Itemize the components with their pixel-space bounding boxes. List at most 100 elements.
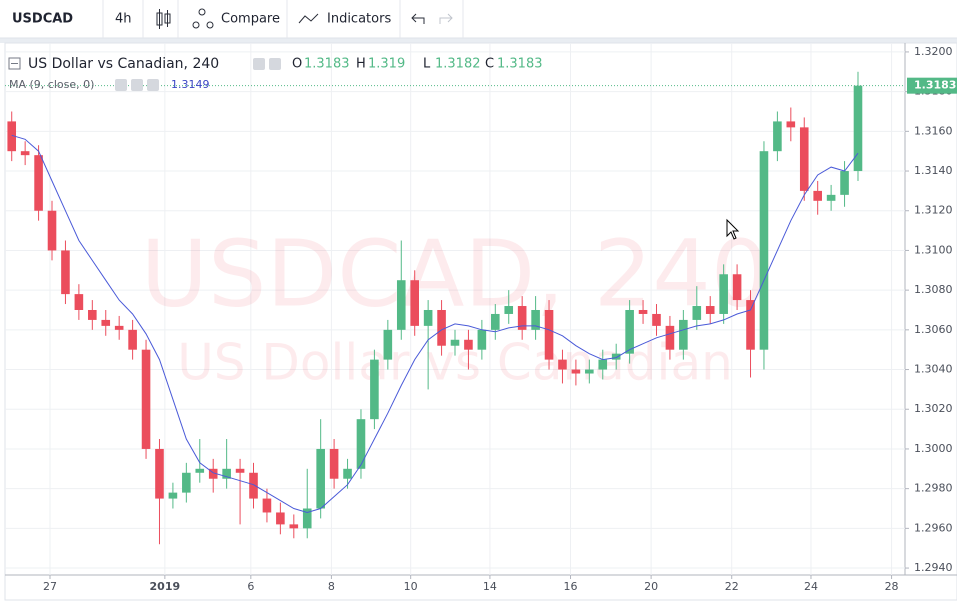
ohlc-label: H [356, 57, 366, 72]
candle-body [531, 309, 540, 330]
candle-body [302, 508, 312, 529]
last-price-box [907, 77, 957, 94]
candle-body [343, 468, 352, 479]
candle-body [423, 309, 433, 326]
legend-icons [115, 58, 281, 91]
candle-body [679, 319, 688, 350]
candle-body [195, 468, 205, 473]
compare-icon[interactable] [192, 8, 214, 29]
x-tick-label: 27 [43, 580, 57, 593]
candle-body [611, 353, 621, 360]
candle-body [840, 171, 849, 195]
candle-body [141, 349, 151, 449]
x-tick-label: 10 [404, 580, 418, 593]
y-tick-label: 1.3160 [914, 124, 953, 137]
candle-body [504, 306, 514, 314]
y-tick-label: 1.3100 [914, 243, 953, 256]
redo-button[interactable] [439, 13, 453, 24]
ohlc-value: 1.3183 [497, 57, 543, 72]
x-tick-label: 2019 [150, 580, 181, 593]
candle-body [799, 127, 809, 191]
candle-body [316, 448, 325, 509]
candle-body [719, 274, 728, 314]
candle-body [477, 329, 487, 350]
candle-body [732, 274, 742, 301]
grid [5, 43, 909, 579]
y-tick-label: 1.2940 [914, 561, 953, 574]
y-tick-label: 1.3140 [914, 164, 953, 177]
candle-body [7, 121, 17, 152]
candle-body [598, 359, 608, 370]
candle-body [20, 151, 30, 156]
last-price-label: 1.3183 [914, 79, 956, 92]
candle-body [746, 300, 755, 350]
toolbar-gap [0, 38, 957, 43]
x-tick-label: 14 [483, 580, 497, 593]
candle-body [786, 121, 796, 128]
ma-name: MA (9, close, 0) [9, 78, 94, 91]
candle-body [329, 448, 339, 479]
ohlc-label: L [423, 57, 431, 72]
undo-button[interactable] [411, 13, 425, 24]
candle-body [585, 369, 594, 374]
x-tick-label: 24 [804, 580, 818, 593]
candle-body [652, 313, 661, 326]
candle-body [813, 190, 822, 201]
candle-body [101, 319, 111, 326]
interval[interactable]: 4h [115, 12, 132, 27]
y-tick-label: 1.2960 [914, 521, 953, 534]
candle-body [625, 309, 634, 354]
candle-body [464, 339, 473, 350]
candle-body [773, 121, 782, 152]
candle-body [249, 472, 258, 499]
candle-body [168, 492, 178, 499]
candle-body [370, 359, 379, 420]
chart-frame [4, 42, 957, 601]
candle-body [222, 468, 231, 479]
candle-body [208, 468, 218, 479]
y-tick-label: 1.3020 [914, 402, 953, 415]
indicators-button[interactable]: Indicators [327, 12, 391, 27]
mouse-cursor [726, 218, 740, 240]
candle-body [450, 339, 460, 346]
collapse-icon[interactable] [8, 57, 21, 70]
candle-body [34, 155, 43, 211]
y-tick-label: 1.2980 [914, 482, 953, 495]
candle-body [558, 359, 567, 370]
x-tick-label: 28 [885, 580, 899, 593]
moving-average-line [11, 134, 859, 514]
candle-body [276, 512, 285, 525]
indicators-icon[interactable] [298, 13, 319, 24]
y-tick-label: 1.3200 [914, 45, 953, 58]
x-tick-label: 6 [247, 580, 254, 593]
y-tick-label: 1.3080 [914, 283, 953, 296]
candle-body [705, 306, 715, 314]
candle-body [182, 472, 191, 493]
compare-button[interactable]: Compare [221, 12, 280, 27]
candle-body [396, 280, 406, 330]
ohlc-value: 1.3183 [304, 57, 350, 72]
candle-body [289, 524, 299, 529]
candle-body [128, 329, 137, 350]
ohlc-label: C [485, 57, 494, 72]
candle-body [61, 250, 70, 295]
candle-body [853, 85, 863, 172]
symbol[interactable]: USDCAD [12, 12, 73, 27]
candle-body [114, 325, 124, 330]
candle-body [155, 448, 164, 499]
x-tick-label: 16 [564, 580, 578, 593]
candle-body [759, 151, 769, 350]
candle-body [517, 306, 527, 330]
candle-style-icon[interactable] [156, 9, 171, 29]
candle-body [383, 329, 393, 360]
y-tick-label: 1.3040 [914, 363, 953, 376]
plot [5, 71, 905, 545]
candle-body [262, 498, 272, 513]
y-tick-label: 1.3000 [914, 442, 953, 455]
x-tick-label: 8 [328, 580, 335, 593]
candle-body [74, 294, 84, 310]
candle-body [826, 194, 836, 201]
ohlc-label: O [292, 57, 302, 72]
